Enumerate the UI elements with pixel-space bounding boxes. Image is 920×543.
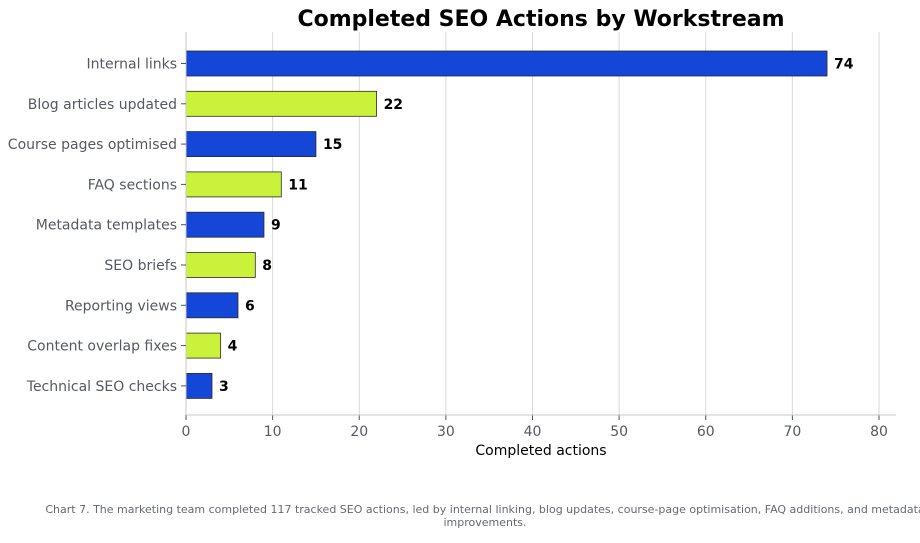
bar-value-label: 22: [384, 97, 403, 113]
bar: [185, 171, 282, 198]
y-tick-label: SEO briefs: [104, 258, 177, 274]
bar: [185, 292, 239, 319]
bar: [185, 372, 213, 399]
bar: [185, 252, 256, 278]
x-tick-label: 20: [350, 424, 368, 440]
bar: [185, 211, 265, 238]
bar: [185, 90, 377, 117]
y-tick-label: Internal links: [87, 57, 177, 73]
bar-value-label: 11: [288, 177, 307, 193]
chart-caption: Chart 7. The marketing team completed 11…: [45, 503, 920, 529]
y-tick-label: FAQ sections: [88, 177, 177, 193]
bars: 74 22 15 11 9 8 6 4 3: [185, 50, 854, 399]
y-tick-label: Metadata templates: [36, 218, 177, 234]
y-tick-label: Course pages optimised: [8, 137, 177, 153]
x-tick-label: 50: [610, 424, 628, 440]
bar: [185, 332, 222, 359]
y-tick-label: Content overlap fixes: [27, 339, 177, 355]
x-tick-label: 80: [870, 424, 888, 440]
x-axis-label: Completed actions: [475, 443, 606, 459]
bar-value-label: 15: [323, 137, 342, 153]
axes: 0 10 20 30 40 50 60 70 80 Internal links Blog arti…: [8, 32, 896, 440]
x-tick-label: 60: [697, 424, 715, 440]
x-tick-label: 70: [783, 424, 801, 440]
bar-value-label: 6: [245, 298, 255, 314]
bar: [185, 50, 828, 77]
x-tick-label: 10: [264, 424, 282, 440]
y-tick-label: Reporting views: [65, 298, 177, 314]
x-tick-label: 30: [437, 424, 455, 440]
x-tick-label: 0: [182, 424, 191, 440]
x-tick-label: 40: [524, 424, 542, 440]
bar-value-label: 8: [262, 258, 272, 274]
y-tick-label: Technical SEO checks: [26, 379, 177, 395]
bar-value-label: 4: [228, 339, 238, 355]
chart-title: Completed SEO Actions by Workstream: [297, 7, 784, 32]
y-tick-label: Blog articles updated: [28, 97, 177, 113]
bar: [185, 131, 317, 158]
bar-value-label: 9: [271, 218, 281, 234]
bar-value-label: 74: [834, 57, 854, 73]
bar-value-label: 3: [219, 379, 229, 395]
grid-lines: [185, 32, 880, 415]
